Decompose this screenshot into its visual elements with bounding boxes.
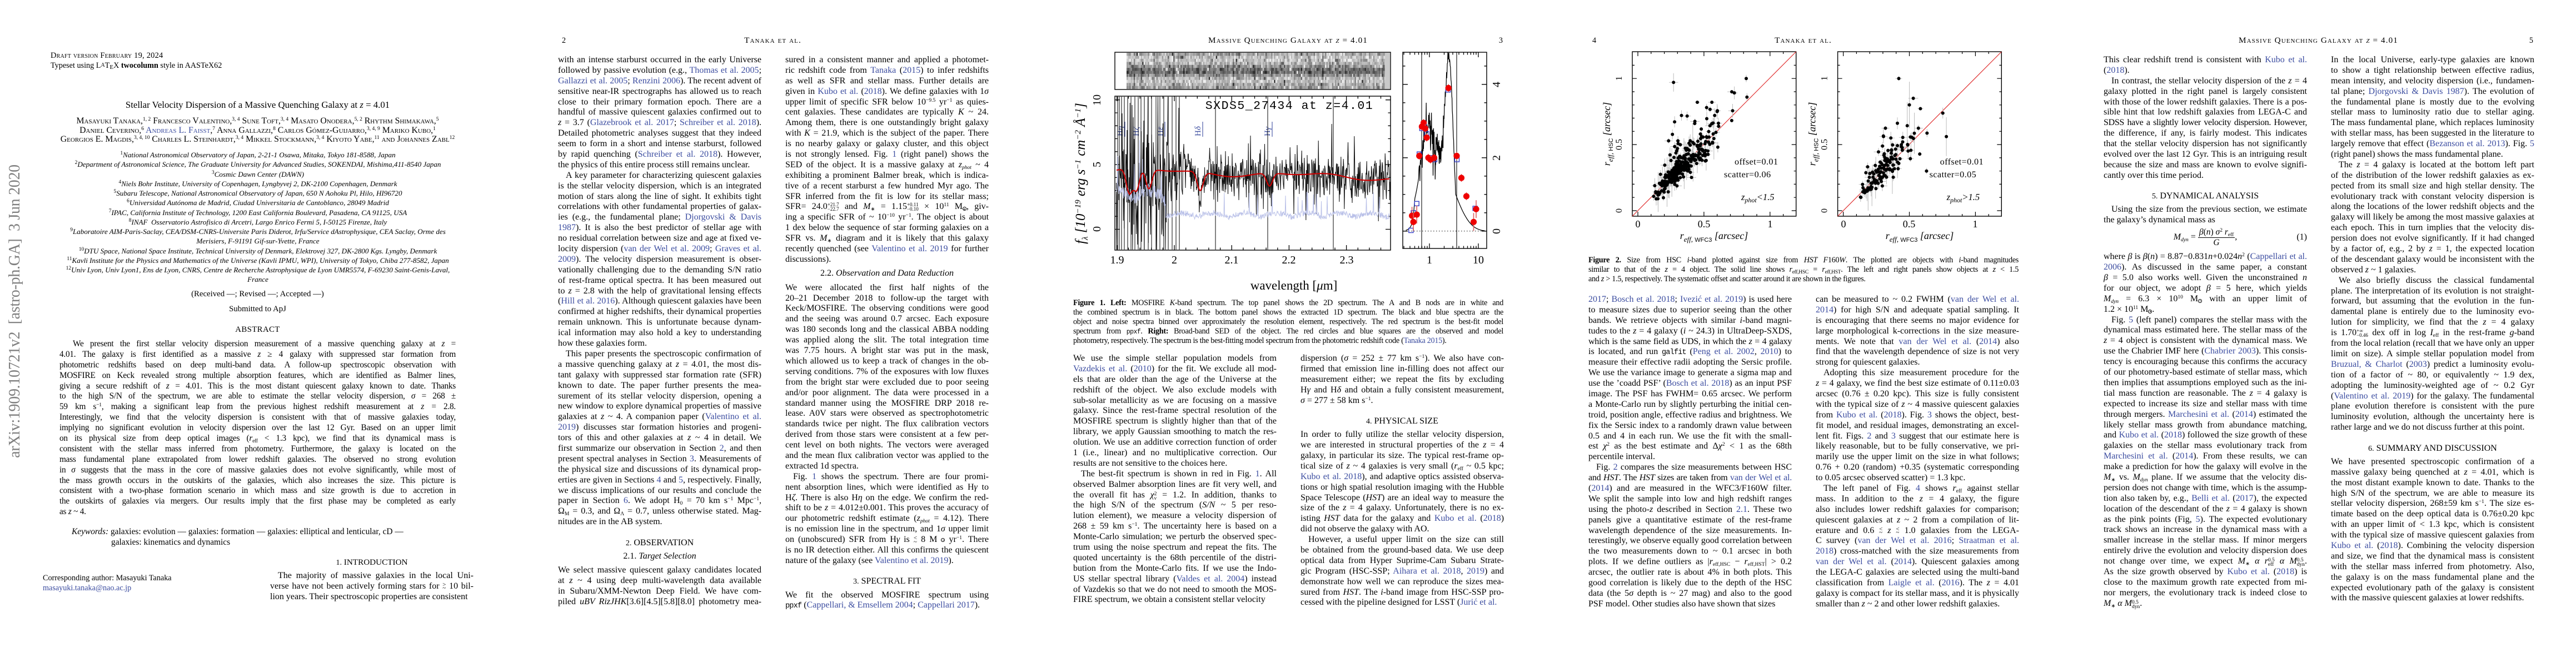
svg-text:Hη: Hη (1116, 126, 1125, 136)
svg-text:SXDS5_27434 at z=4.01: SXDS5_27434 at z=4.01 (1205, 99, 1373, 113)
svg-text:reff, HSC [arcsec]: reff, HSC [arcsec] (1807, 102, 1820, 166)
svg-text:0: 0 (1615, 208, 1624, 213)
svg-text:fλ [10−19 erg s−1 cm−2 Å−1]: fλ [10−19 erg s−1 cm−2 Å−1] (1073, 103, 1090, 244)
svg-text:Hζ: Hζ (1132, 126, 1141, 136)
svg-text:1: 1 (1427, 254, 1432, 266)
svg-text:reff, WFC3 [arcsec]: reff, WFC3 [arcsec] (1886, 230, 1954, 243)
svg-text:offset=0.01: offset=0.01 (1940, 157, 1984, 167)
svg-text:0.5: 0.5 (1615, 139, 1624, 150)
svg-text:wavelength [μm]: wavelength [μm] (1250, 278, 1338, 292)
svg-text:1: 1 (1768, 218, 1773, 230)
svg-text:offset=0.01: offset=0.01 (1735, 157, 1778, 167)
svg-text:0: 0 (1491, 228, 1503, 234)
svg-text:2.2: 2.2 (1282, 254, 1296, 266)
svg-text:0: 0 (1820, 208, 1830, 213)
svg-text:10: 10 (1091, 94, 1103, 106)
svg-text:0: 0 (1841, 218, 1846, 230)
svg-text:0.5: 0.5 (1698, 218, 1711, 230)
svg-text:5: 5 (1091, 162, 1103, 167)
svg-text:10: 10 (1473, 254, 1484, 266)
svg-text:1.9: 1.9 (1110, 254, 1124, 266)
svg-text:2: 2 (1491, 155, 1503, 161)
svg-text:2: 2 (1172, 254, 1177, 266)
svg-text:reff, HSC [arcsec]: reff, HSC [arcsec] (1601, 102, 1615, 166)
svg-text:0.5: 0.5 (1903, 218, 1916, 230)
svg-text:1: 1 (1973, 218, 1978, 230)
svg-text:4: 4 (1491, 82, 1503, 87)
svg-text:1: 1 (1615, 76, 1624, 81)
svg-text:scatter=0.05: scatter=0.05 (1930, 170, 1977, 180)
svg-text:reff, WFC3 [arcsec]: reff, WFC3 [arcsec] (1680, 230, 1748, 243)
svg-text:0: 0 (1091, 226, 1103, 232)
svg-text:Hδ: Hδ (1194, 126, 1203, 136)
svg-text:0: 0 (1636, 218, 1641, 230)
svg-text:scatter=0.06: scatter=0.06 (1724, 170, 1771, 180)
svg-text:0.5: 0.5 (1820, 139, 1830, 150)
svg-text:2.1: 2.1 (1225, 254, 1239, 266)
svg-text:1: 1 (1820, 76, 1830, 81)
svg-text:2.3: 2.3 (1340, 254, 1354, 266)
